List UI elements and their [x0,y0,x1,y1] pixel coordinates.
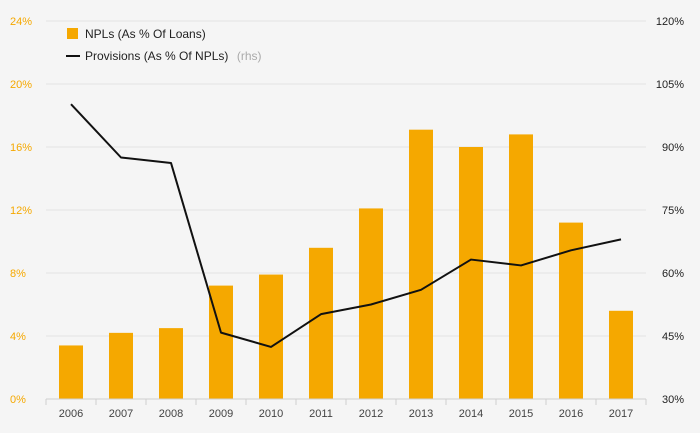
x-tick-label: 2013 [409,408,433,420]
legend-label-provisions-rhs: (rhs) [237,49,262,63]
y-tick-label-right: 30% [662,394,684,406]
x-tick-label: 2007 [109,408,133,420]
x-tick-label: 2008 [159,408,183,420]
y-tick-label-right: 90% [662,142,684,154]
y-tick-label-left: 8% [10,268,26,280]
x-tick-label: 2012 [359,408,383,420]
x-tick-label: 2016 [559,408,583,420]
bar [609,310,633,399]
x-tick-label: 2014 [459,408,483,420]
y-tick-label-right: 60% [662,268,684,280]
y-tick-label-left: 16% [10,142,32,154]
x-tick-label: 2006 [59,408,83,420]
y-tick-label-left: 0% [10,394,26,406]
bar [159,328,183,399]
x-tick-label: 2017 [609,408,633,420]
bar [259,274,283,399]
y-tick-label-right: 120% [656,16,684,28]
bar [109,332,133,399]
line-series-provisions [70,103,622,348]
legend-label-provisions: Provisions (As % Of NPLs) (rhs) [85,47,262,64]
y-tick-label-right: 105% [656,79,684,91]
legend: NPLs (As % Of Loans) Provisions (As % Of… [66,27,262,64]
y-tick-label-right: 45% [662,331,684,343]
x-tick-label: 2011 [309,408,333,420]
x-tick-label: 2015 [509,408,533,420]
legend-label-npls: NPLs (As % Of Loans) [85,27,206,41]
bar [309,247,333,399]
bar [409,129,433,400]
y-tick-label-left: 20% [10,79,32,91]
y-tick-label-left: 4% [10,331,26,343]
gridlines [46,20,646,337]
y-tick-label-left: 24% [10,16,32,28]
legend-label-provisions-main: Provisions (As % Of NPLs) [85,49,228,63]
axes: 0% 4% 8% 12% 16% 20% 24% 30% 45% 60% 75% 90% 105% 120… [10,16,684,420]
x-tick-label: 2009 [209,408,233,420]
bar [509,134,533,399]
y-tick-label-right: 75% [662,205,684,217]
bar-series-npls [59,129,633,400]
y-tick-label-left: 12% [10,205,32,217]
bar [459,147,483,399]
provisions-line [70,103,622,348]
x-tick-label: 2010 [259,408,283,420]
legend-swatch-npls [67,28,78,39]
bar [59,345,83,399]
